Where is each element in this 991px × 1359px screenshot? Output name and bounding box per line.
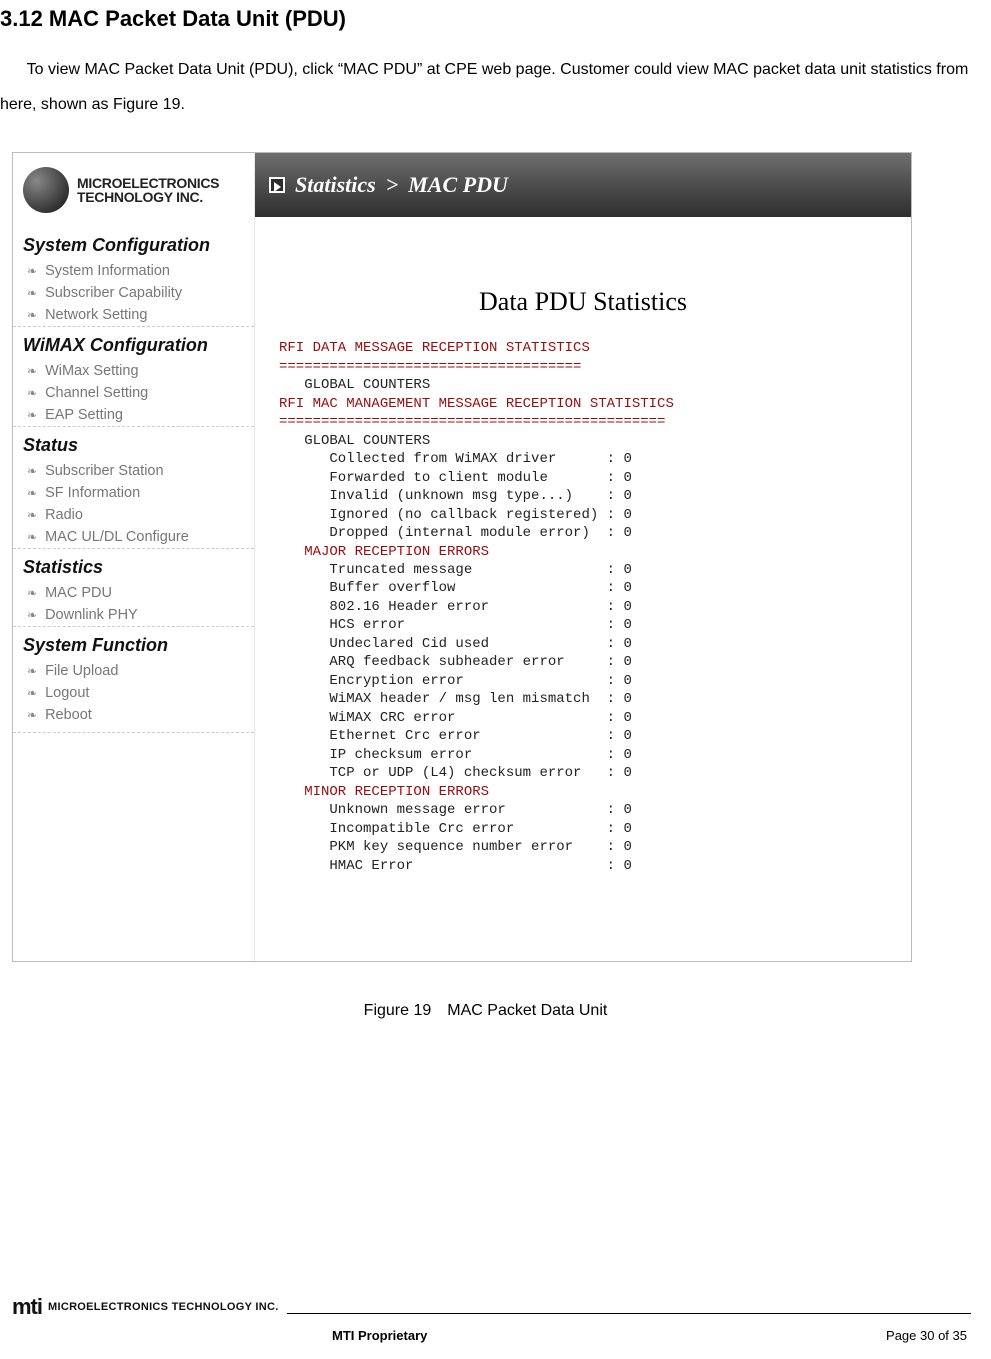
nav-bullet-icon: ❧ [27,264,37,278]
sidebar-item[interactable]: ❧ Channel Setting [13,382,254,404]
sidebar-item-label: WiMax Setting [45,363,138,379]
content-area: Statistics > MAC PDU Data PDU Statistics… [255,153,911,961]
section-heading: 3.12 MAC Packet Data Unit (PDU) [0,6,971,32]
nav-bullet-icon: ❧ [27,708,37,722]
nav-section-title: Statistics [13,548,254,582]
breadcrumb-page: MAC PDU [408,172,508,198]
sidebar-item[interactable]: ❧ MAC UL/DL Configure [13,526,254,548]
nav-bullet-icon: ❧ [27,464,37,478]
sidebar-item[interactable]: ❧ System Information [13,260,254,282]
sidebar: MICROELECTRONICS TECHNOLOGY INC. System … [13,153,255,961]
sidebar-item-label: MAC UL/DL Configure [45,529,189,545]
nav-bullet-icon: ❧ [27,308,37,322]
sidebar-item-label: Subscriber Station [45,463,163,479]
sidebar-item[interactable]: ❧ EAP Setting [13,404,254,426]
breadcrumb-icon [269,177,285,193]
nav-bullet-icon: ❧ [27,364,37,378]
figure-screenshot: MICROELECTRONICS TECHNOLOGY INC. System … [12,152,912,962]
intro-text: To view MAC Packet Data Unit (PDU), clic… [0,61,968,113]
nav-bullet-icon: ❧ [27,530,37,544]
nav-section-title: WiMAX Configuration [13,326,254,360]
sidebar-item-label: Reboot [45,707,92,723]
sidebar-item[interactable]: ❧ Reboot [13,704,254,726]
breadcrumb-section: Statistics [295,172,376,198]
sidebar-item[interactable]: ❧ Network Setting [13,304,254,326]
nav-section-title: System Configuration [13,227,254,260]
sidebar-item[interactable]: ❧ SF Information [13,482,254,504]
nav-bullet-icon: ❧ [27,486,37,500]
footer-company-name: MICROELECTRONICS TECHNOLOGY INC. [48,1301,279,1313]
sidebar-item[interactable]: ❧ Logout [13,682,254,704]
sidebar-item[interactable]: ❧ Radio [13,504,254,526]
sidebar-item-label: Logout [45,685,89,701]
sidebar-item-label: File Upload [45,663,118,679]
sidebar-item-label: MAC PDU [45,585,112,601]
sidebar-item-label: System Information [45,263,170,279]
sidebar-item-label: Downlink PHY [45,607,138,623]
sidebar-item-label: SF Information [45,485,140,501]
sidebar-item-label: Radio [45,507,83,523]
breadcrumb-bar: Statistics > MAC PDU [255,153,911,217]
sidebar-item[interactable]: ❧ Subscriber Station [13,460,254,482]
stats-block: RFI DATA MESSAGE RECEPTION STATISTICS ==… [275,339,891,875]
sidebar-item[interactable]: ❧ MAC PDU [13,582,254,604]
sidebar-item[interactable]: ❧ WiMax Setting [13,360,254,382]
footer-logo: mti MICROELECTRONICS TECHNOLOGY INC. [12,1294,279,1320]
logo: MICROELECTRONICS TECHNOLOGY INC. [13,159,254,227]
nav-section-title: System Function [13,626,254,660]
nav-bullet-icon: ❧ [27,286,37,300]
footer-logo-text: mti [12,1294,42,1320]
nav-bullet-icon: ❧ [27,586,37,600]
footer-page-number: Page 30 of 35 [886,1328,967,1343]
sidebar-item-label: EAP Setting [45,407,123,423]
figure-caption: Figure 19 MAC Packet Data Unit [0,1002,971,1020]
nav-bullet-icon: ❧ [27,686,37,700]
intro-paragraph: To view MAC Packet Data Unit (PDU), clic… [0,52,971,122]
sidebar-item-label: Channel Setting [45,385,148,401]
logo-text: MICROELECTRONICS TECHNOLOGY INC. [77,176,219,205]
sidebar-item-label: Network Setting [45,307,147,323]
page-footer: mti MICROELECTRONICS TECHNOLOGY INC. MTI… [0,1294,991,1343]
content-title: Data PDU Statistics [275,287,891,317]
nav-section-title: Status [13,426,254,460]
nav-bullet-icon: ❧ [27,508,37,522]
sidebar-item[interactable]: ❧ Downlink PHY [13,604,254,626]
logo-icon [23,167,69,213]
nav-bullet-icon: ❧ [27,664,37,678]
sidebar-item[interactable]: ❧ Subscriber Capability [13,282,254,304]
footer-divider-line [287,1313,971,1314]
nav-bullet-icon: ❧ [27,408,37,422]
sidebar-item[interactable]: ❧ File Upload [13,660,254,682]
nav-bullet-icon: ❧ [27,608,37,622]
nav-bullet-icon: ❧ [27,386,37,400]
footer-proprietary: MTI Proprietary [332,1328,427,1343]
sidebar-item-label: Subscriber Capability [45,285,182,301]
breadcrumb-separator: > [386,172,399,198]
